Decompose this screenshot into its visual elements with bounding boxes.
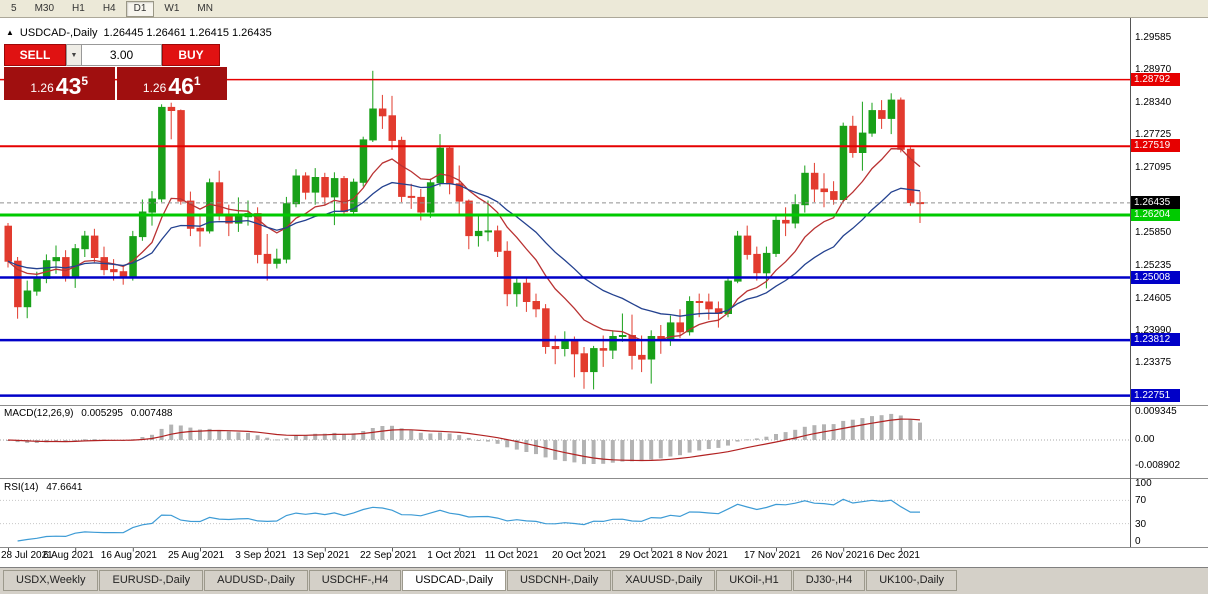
quote-row: 1.26 43 5 1.26 46 1 <box>4 67 227 100</box>
timeframe-toolbar: 5 M30 H1 H4 D1 W1 MN <box>0 0 1208 18</box>
tab-eurusd-daily[interactable]: EURUSD-,Daily <box>99 570 204 591</box>
macd-signal-value: 0.007488 <box>130 408 173 419</box>
one-click-trading-panel: SELL ▼ BUY 1.26 43 5 1.26 46 1 <box>4 44 227 100</box>
timeframe-button-5[interactable]: 5 <box>11 2 17 14</box>
chart-title-row: ▲ USDCAD-,Daily 1.26445 1.26461 1.26415 … <box>6 27 272 39</box>
horizontal-level-lines[interactable] <box>0 78 1130 397</box>
timeframe-button-w1[interactable]: W1 <box>164 2 180 14</box>
timeframe-button-d1[interactable]: D1 <box>125 0 155 17</box>
timeframe-button-h1[interactable]: H1 <box>72 2 85 14</box>
rsi-name: RSI(14) <box>4 482 39 493</box>
tab-audusd-daily[interactable]: AUDUSD-,Daily <box>204 570 308 591</box>
rsi-line <box>17 498 920 542</box>
tab-usdcnh-daily[interactable]: USDCNH-,Daily <box>506 570 612 591</box>
trade-controls-row: SELL ▼ BUY <box>4 44 227 66</box>
tab-usdx-weekly[interactable]: USDX,Weekly <box>3 570 99 591</box>
buy-button[interactable]: BUY <box>162 44 220 66</box>
macd-signal-line <box>7 418 921 462</box>
bid-prefix: 1.26 <box>30 81 54 95</box>
collapse-panel-icon[interactable]: ▲ <box>6 28 14 37</box>
bid-quote[interactable]: 1.26 43 5 <box>4 67 115 100</box>
tab-dj30-h4[interactable]: DJ30-,H4 <box>792 570 866 591</box>
chart-symbol-title: USDCAD-,Daily <box>19 27 98 39</box>
chevron-down-icon: ▼ <box>70 51 78 59</box>
ask-prefix: 1.26 <box>142 81 167 95</box>
tab-ukoil-h1[interactable]: UKOil-,H1 <box>716 570 792 591</box>
chart-canvas[interactable] <box>0 0 1208 566</box>
ma-fast-line <box>7 148 921 341</box>
ask-pipette: 1 <box>193 74 201 88</box>
tab-xauusd-daily[interactable]: XAUUSD-,Daily <box>612 570 716 591</box>
timeframe-button-mn[interactable]: MN <box>197 2 213 14</box>
ma-slow-line <box>7 181 921 317</box>
tab-usdchf-h4[interactable]: USDCHF-,H4 <box>308 570 402 591</box>
timeframe-button-m30[interactable]: M30 <box>34 2 55 14</box>
tab-uk100-daily[interactable]: UK100-,Daily <box>866 570 958 591</box>
tab-usdcad-daily[interactable]: USDCAD-,Daily <box>402 570 506 591</box>
rsi-indicator-label: RSI(14) 47.6641 <box>4 482 82 493</box>
macd-indicator-label: MACD(12,26,9) 0.005295 0.007488 <box>4 408 172 419</box>
chart-tab-bar: USDX,Weekly EURUSD-,Daily AUDUSD-,Daily USD… <box>0 567 1208 594</box>
ask-big-figure: 46 <box>168 73 194 99</box>
ask-quote[interactable]: 1.26 46 1 <box>116 67 227 100</box>
macd-value: 0.005295 <box>81 408 123 419</box>
rsi-value: 47.6641 <box>46 482 83 493</box>
timeframe-button-h4[interactable]: H4 <box>102 2 116 14</box>
bid-pipette: 5 <box>81 74 89 88</box>
chart-ohlc-values: 1.26445 1.26461 1.26415 1.26435 <box>103 27 272 39</box>
macd-name: MACD(12,26,9) <box>4 408 74 419</box>
volume-dropdown-button[interactable]: ▼ <box>66 44 82 66</box>
candlestick-series <box>4 70 924 390</box>
volume-input[interactable] <box>82 44 162 66</box>
sell-button[interactable]: SELL <box>4 44 66 66</box>
bid-big-figure: 43 <box>55 73 82 99</box>
